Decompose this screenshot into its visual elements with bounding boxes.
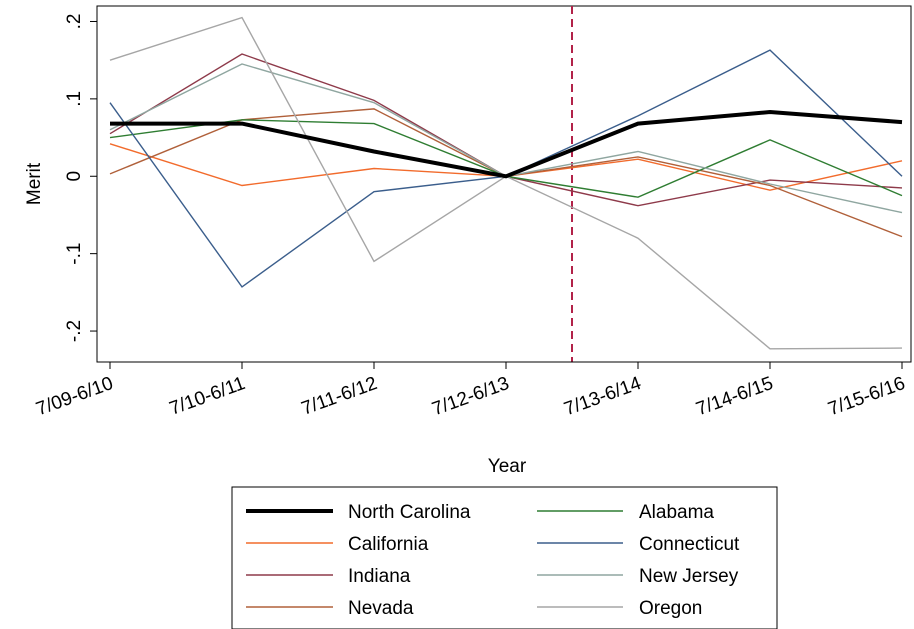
legend-label-connecticut: Connecticut	[639, 534, 740, 555]
x-axis: 7/09-6/10 7/10-6/11 7/11-6/12 7/12-6/13 7/13…	[33, 361, 911, 420]
y-axis-title: Merit	[24, 162, 45, 205]
x-tick-label: 7/13-6/14	[561, 373, 644, 420]
y-tick-label: .2	[64, 14, 85, 30]
x-tick-label: 7/12-6/13	[429, 373, 512, 420]
plot-frame	[96, 5, 912, 363]
series-lines	[109, 16, 903, 350]
y-tick-label: 0	[64, 171, 85, 182]
series-line-alabama	[109, 119, 903, 198]
y-tick-label: -.1	[64, 243, 85, 265]
legend-label-new-jersey: New Jersey	[639, 566, 739, 587]
x-tick-label: 7/09-6/10	[33, 373, 116, 420]
legend-label-california: California	[348, 534, 429, 555]
series-line-nevada	[109, 108, 903, 238]
series-line-california	[109, 143, 903, 191]
series-line-connecticut	[109, 49, 903, 288]
series-line-indiana	[109, 53, 903, 207]
x-tick-label: 7/10-6/11	[167, 373, 248, 420]
y-tick-label: -.2	[64, 320, 85, 342]
y-tick-label: .1	[64, 91, 85, 107]
series-line-oregon	[109, 16, 903, 350]
series-line-north-carolina	[110, 109, 903, 179]
plot-area	[96, 5, 912, 363]
x-tick-label: 7/15-6/16	[825, 373, 908, 420]
legend-label-nevada: Nevada	[348, 598, 414, 619]
legend-label-oregon: Oregon	[639, 598, 702, 619]
x-tick-label: 7/14-6/15	[693, 373, 776, 420]
x-axis-title: Year	[488, 456, 527, 477]
y-axis: -.2 -.1 0 .1 .2	[64, 6, 98, 362]
legend-label-indiana: Indiana	[348, 566, 411, 587]
legend-label-north-carolina: North Carolina	[348, 502, 471, 523]
legend-label-alabama: Alabama	[639, 502, 714, 523]
legend: North Carolina California Indiana Nevada Ala…	[231, 486, 778, 629]
x-tick-label: 7/11-6/12	[299, 373, 380, 420]
